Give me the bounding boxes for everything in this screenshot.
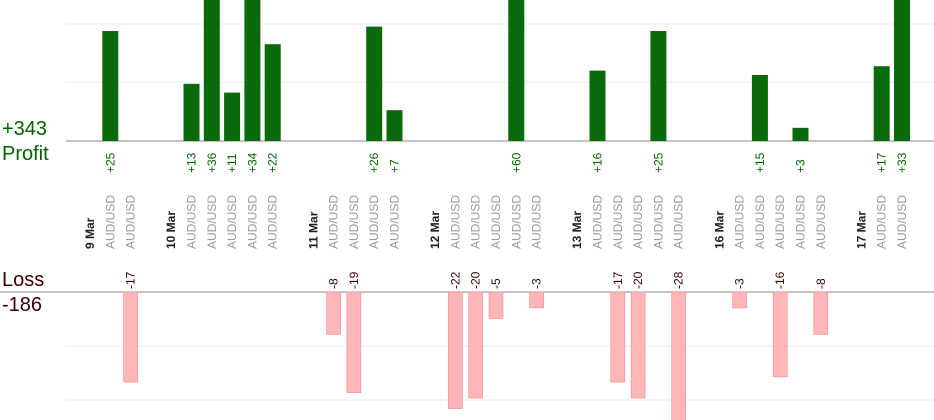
profit-value-label: +33 — [895, 152, 909, 173]
category-label: AUD/USD — [448, 195, 462, 249]
loss-bar — [772, 291, 788, 378]
loss-total: -186 — [2, 294, 43, 316]
category-label: AUD/USD — [469, 195, 483, 249]
loss-value-label: -17 — [611, 271, 625, 289]
profit-value-label: +17 — [875, 152, 889, 173]
date-label: 16 Mar — [712, 211, 726, 249]
profit-bar — [102, 31, 119, 141]
loss-bar — [671, 291, 687, 420]
category-label: AUD/USD — [124, 195, 138, 249]
profit-value-label: +25 — [651, 152, 665, 173]
category-label: AUD/USD — [895, 195, 909, 249]
loss-bar — [468, 291, 484, 399]
category-label: AUD/USD — [631, 195, 645, 249]
category-label: AUD/USD — [327, 195, 341, 249]
loss-value-label: -20 — [469, 271, 483, 289]
loss-value-label: -17 — [124, 271, 138, 289]
date-label: 9 Mar — [83, 217, 97, 249]
loss-bars — [123, 291, 829, 420]
profit-bar — [183, 83, 200, 141]
profit-bar — [366, 26, 383, 142]
profit-total: +343 — [2, 118, 48, 140]
loss-value-label: -28 — [672, 271, 686, 289]
profit-bar — [508, 0, 525, 141]
profit-label: Profit — [2, 143, 49, 165]
column-labels: 9 Mar AUD/USD +25 AUD/USD -17 10 Mar AUD/USD +1… — [83, 152, 909, 289]
date-label: 10 Mar — [164, 211, 178, 249]
loss-value-label: -3 — [733, 278, 747, 289]
loss-label: Loss — [2, 269, 45, 291]
loss-bar — [529, 291, 544, 309]
category-label: AUD/USD — [266, 195, 280, 249]
category-label: AUD/USD — [530, 195, 544, 249]
category-label: AUD/USD — [672, 195, 686, 249]
loss-bar — [448, 291, 463, 409]
profit-value-label: +34 — [245, 152, 259, 173]
category-label: AUD/USD — [773, 195, 787, 249]
profit-value-label: +3 — [794, 159, 808, 173]
category-label: AUD/USD — [103, 195, 117, 249]
loss-value-label: -3 — [530, 278, 544, 289]
profit-bar — [386, 110, 403, 141]
profit-bar — [894, 0, 910, 141]
category-label: AUD/USD — [733, 195, 747, 249]
loss-value-label: -20 — [631, 271, 645, 289]
category-label: AUD/USD — [185, 195, 199, 249]
profit-value-label: +13 — [185, 152, 199, 173]
date-label: 11 Mar — [306, 211, 320, 249]
category-label: AUD/USD — [205, 195, 219, 249]
profit-bars — [102, 0, 910, 142]
category-label: AUD/USD — [611, 195, 625, 249]
category-label: AUD/USD — [794, 195, 808, 249]
category-label: AUD/USD — [814, 195, 828, 249]
date-label: 12 Mar — [428, 211, 442, 249]
profit-bar — [650, 31, 667, 141]
profit-bar — [751, 75, 768, 141]
loss-value-label: -5 — [489, 278, 503, 289]
loss-value-label: -19 — [347, 271, 361, 289]
loss-bar — [326, 291, 341, 335]
loss-bar — [610, 291, 626, 383]
profit-bar — [203, 0, 220, 141]
date-label: 13 Mar — [570, 211, 584, 249]
profit-value-label: +7 — [388, 159, 402, 173]
profit-value-label: +36 — [205, 152, 219, 173]
profit-bar — [244, 0, 261, 141]
profit-value-label: +22 — [266, 152, 280, 173]
category-label: AUD/USD — [489, 195, 503, 249]
loss-bar — [630, 291, 646, 399]
category-label: AUD/USD — [225, 195, 239, 249]
profit-bar — [792, 127, 809, 141]
category-label: AUD/USD — [591, 195, 605, 249]
category-label: AUD/USD — [367, 195, 381, 249]
profit-bar — [224, 92, 241, 141]
loss-bar — [123, 291, 138, 383]
loss-value-label: -22 — [448, 271, 462, 289]
profit-value-label: +16 — [591, 152, 605, 173]
category-label: AUD/USD — [651, 195, 665, 249]
category-label: AUD/USD — [875, 195, 889, 249]
loss-bar — [732, 291, 747, 309]
date-label: 17 Mar — [854, 211, 868, 249]
loss-bar — [488, 291, 504, 319]
profit-value-label: +11 — [225, 153, 239, 173]
loss-value-label: -8 — [327, 278, 341, 289]
profit-bar — [873, 66, 890, 141]
loss-value-label: -16 — [773, 271, 787, 289]
profit-bar — [264, 44, 281, 142]
loss-bar — [813, 291, 829, 335]
profit-value-label: +26 — [367, 152, 381, 173]
category-label: AUD/USD — [388, 195, 402, 249]
profit-value-label: +60 — [509, 152, 523, 173]
loss-value-label: -8 — [814, 278, 828, 289]
category-label: AUD/USD — [347, 195, 361, 249]
category-label: AUD/USD — [753, 195, 767, 249]
category-label: AUD/USD — [509, 195, 523, 249]
loss-bar — [346, 291, 362, 393]
profit-value-label: +25 — [103, 152, 117, 173]
profit-value-label: +15 — [753, 152, 767, 173]
profit-bar — [589, 70, 606, 141]
category-label: AUD/USD — [245, 195, 259, 249]
